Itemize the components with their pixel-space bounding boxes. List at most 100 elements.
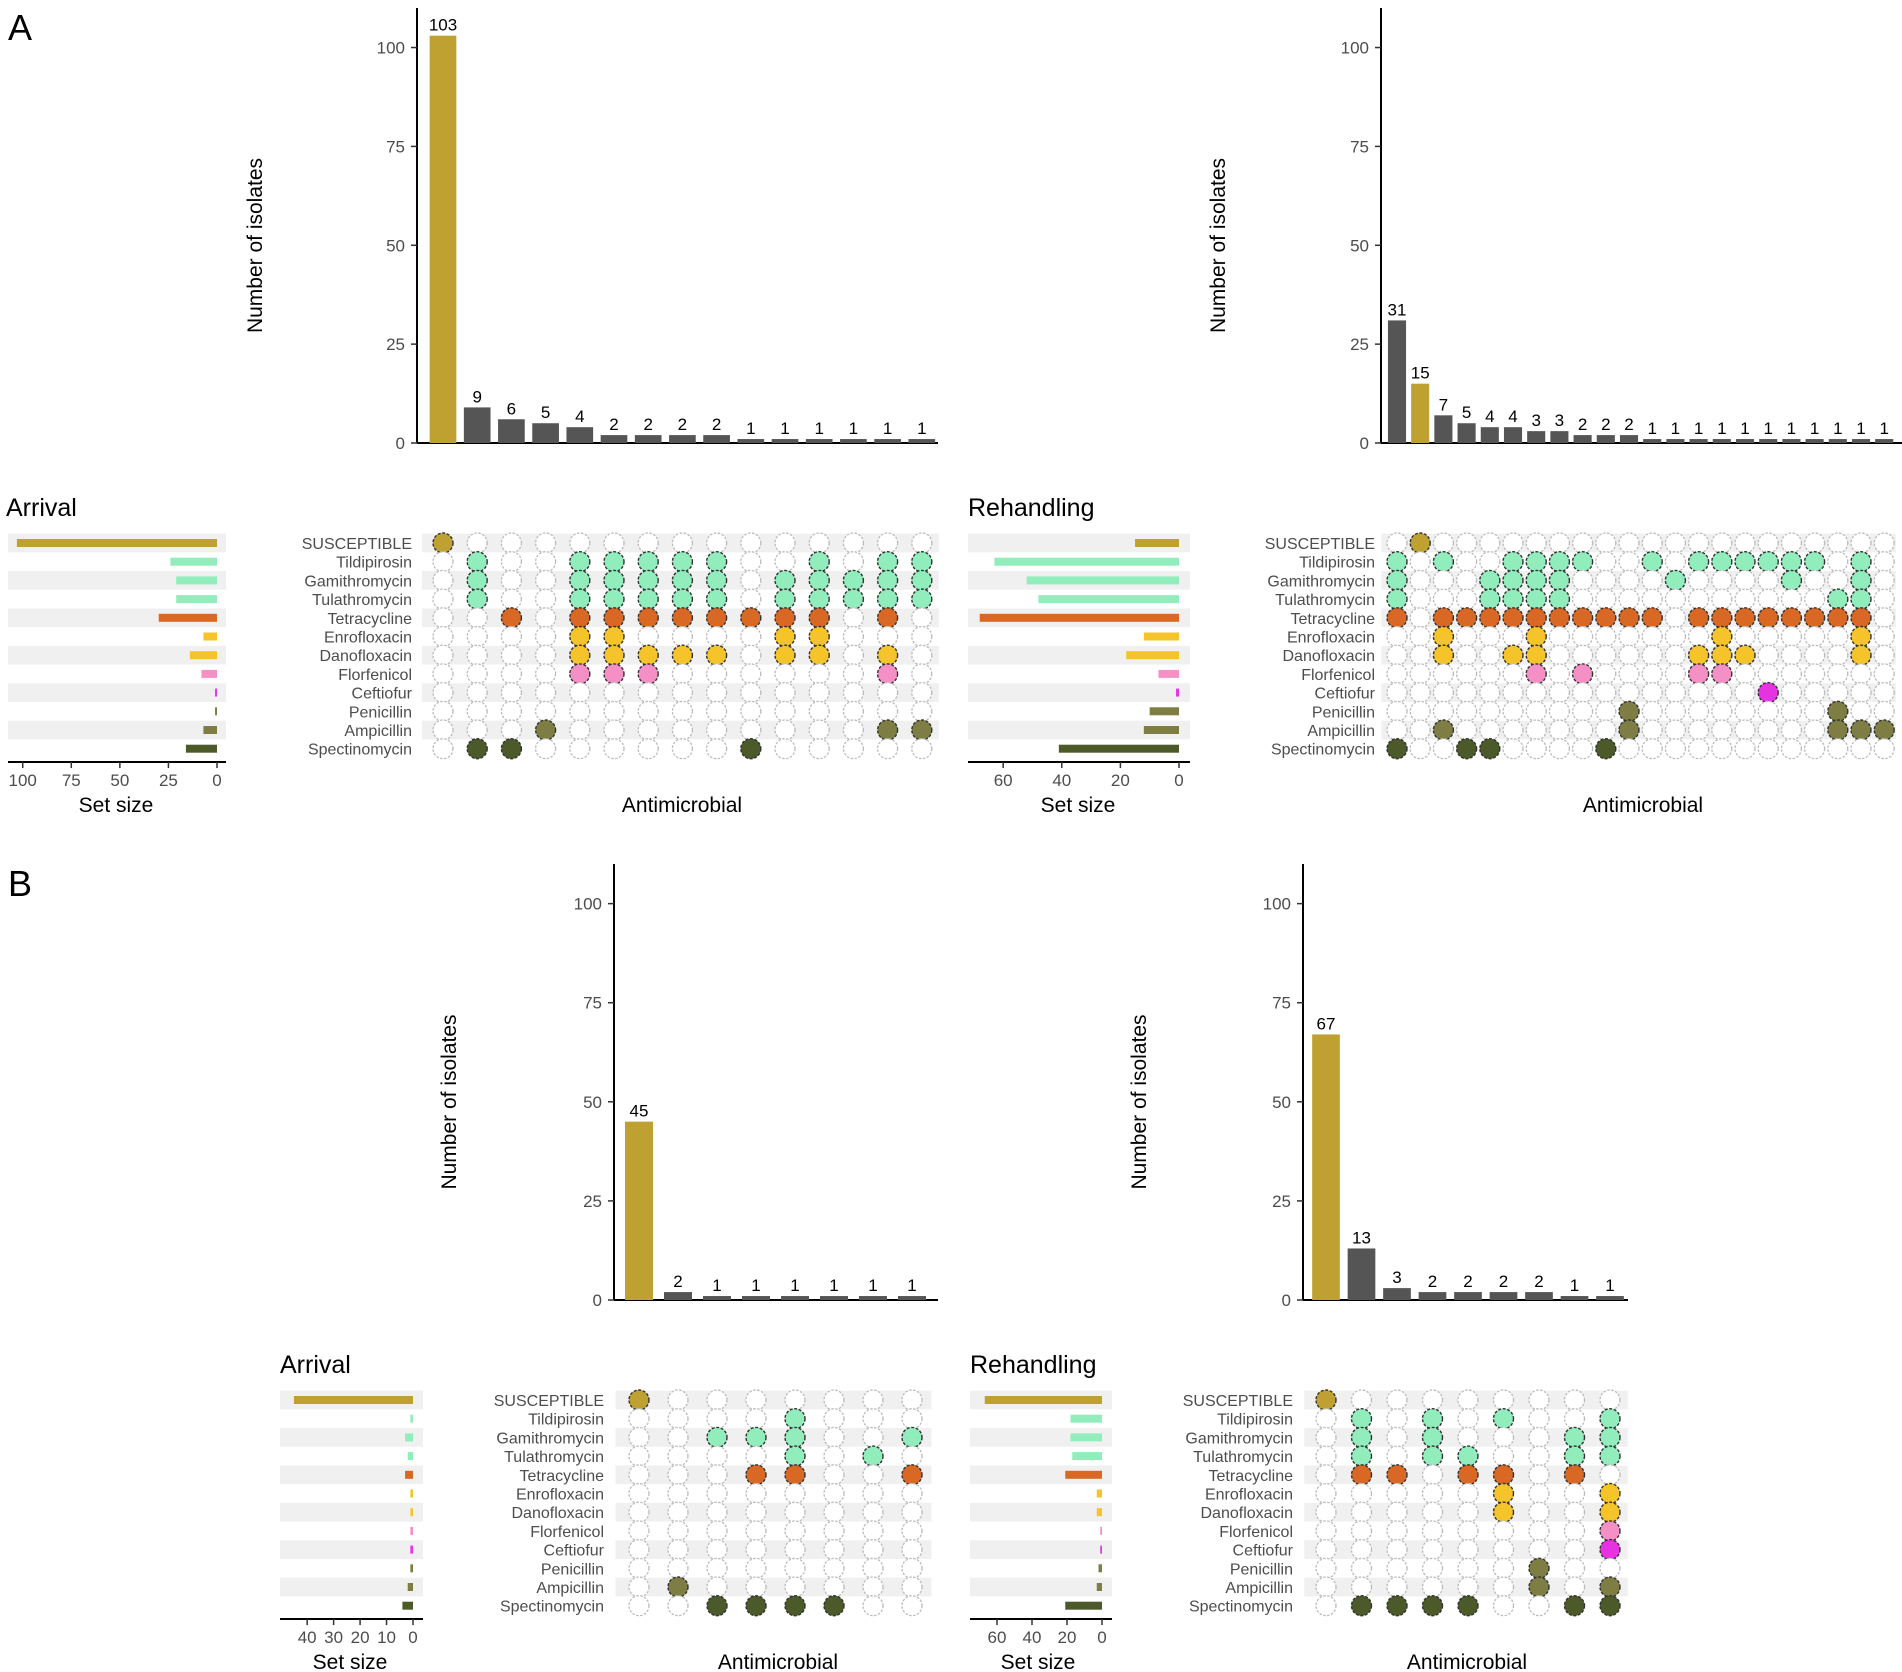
matrix-dot (500, 681, 523, 704)
matrix-dot-active (1687, 551, 1710, 573)
matrix-dot-active (1432, 551, 1455, 573)
matrix-dot (1780, 663, 1803, 685)
set-size-bar (410, 1489, 413, 1498)
matrix-dot-active (784, 1445, 806, 1467)
matrix-dot (1502, 700, 1524, 722)
matrix-dot (1664, 625, 1687, 648)
matrix-dot-active (1599, 1445, 1621, 1467)
bar-value-label: 2 (678, 415, 687, 434)
set-label: Ceftiofur (544, 1543, 605, 1560)
matrix-dot (1711, 681, 1733, 704)
matrix-dot-active (1386, 551, 1408, 573)
matrix-dot (500, 569, 523, 592)
bar (874, 439, 901, 443)
bar-value-label: 6 (507, 399, 516, 418)
matrix-dot (1457, 1408, 1479, 1430)
matrix-dot (876, 738, 899, 760)
matrix-dot (705, 625, 728, 648)
set-label: Tetracycline (520, 1468, 605, 1485)
matrix-dot (706, 1557, 728, 1579)
bar-value-label: 1 (868, 1276, 877, 1295)
matrix-dot (1455, 569, 1478, 592)
set-size-bar (1072, 1452, 1102, 1461)
matrix-dot (1664, 700, 1687, 722)
matrix-dot (1525, 738, 1547, 760)
matrix-dot (1641, 644, 1663, 666)
set-size-bar (1058, 744, 1179, 753)
matrix-dot-active (911, 719, 933, 741)
matrix-dot (1595, 700, 1617, 722)
matrix-dot (1315, 1482, 1337, 1505)
matrix-dot (667, 1426, 689, 1449)
set-label: Gamithromycin (1267, 573, 1375, 590)
matrix-dot (1479, 681, 1501, 704)
setsize-band (8, 571, 226, 590)
matrix-dot (774, 532, 796, 554)
matrix-dot (1873, 607, 1895, 629)
matrix-dot (1315, 1464, 1337, 1486)
matrix-dot (603, 532, 625, 554)
matrix-dot (1315, 1557, 1337, 1579)
matrix-dot (667, 1520, 689, 1542)
matrix-dot (1457, 1501, 1479, 1523)
matrix-dot (1492, 1557, 1515, 1579)
matrix-dot (1386, 1576, 1408, 1598)
matrix-dot (706, 1501, 728, 1523)
chart-title: Rehandling (970, 1351, 1097, 1379)
matrix-dot (705, 663, 728, 685)
matrix-dot-active (774, 625, 796, 648)
matrix-dot (534, 532, 557, 554)
set-size-tick-label: 0 (1174, 771, 1183, 790)
matrix-dot-active (1548, 551, 1571, 573)
matrix-dot (1711, 588, 1733, 610)
matrix-dot (1618, 625, 1640, 648)
matrix-dot-active (1525, 625, 1547, 648)
bar (1851, 439, 1871, 443)
set-size-bar (410, 1508, 413, 1517)
matrix-dot-active (1780, 569, 1803, 592)
matrix-dot (808, 719, 830, 741)
matrix-dot-active (1457, 1594, 1479, 1617)
setsize-band (8, 608, 226, 628)
matrix-dot (901, 1520, 923, 1542)
matrix-dot-active (569, 551, 591, 573)
matrix-dot (1409, 738, 1431, 760)
matrix-dot (1548, 532, 1571, 554)
matrix-dot (534, 681, 557, 704)
bar (1387, 320, 1407, 443)
matrix-band (615, 1428, 932, 1447)
bar-value-label: 5 (541, 403, 550, 422)
matrix-dot (671, 700, 694, 722)
matrix-dot (500, 551, 523, 573)
matrix-dot-active (1432, 719, 1455, 741)
matrix-dot (1421, 1538, 1444, 1561)
matrix-band (615, 1502, 932, 1522)
matrix-dot (637, 681, 659, 704)
bar-value-label: 1 (1879, 419, 1888, 438)
matrix-dot-active (1457, 1445, 1479, 1467)
matrix-dot (745, 1408, 767, 1430)
matrix-dot (1315, 1595, 1337, 1617)
matrix-dot-active (1421, 1426, 1444, 1449)
matrix-dot (1479, 644, 1501, 666)
matrix-dot-active (740, 738, 762, 760)
set-size-bar (407, 1452, 413, 1461)
matrix-dot (1409, 700, 1431, 722)
matrix-dot (1457, 1557, 1479, 1579)
matrix-dot-active (1386, 569, 1408, 592)
y-axis-label: Number of isolates (1128, 1014, 1151, 1189)
matrix-dot (1432, 569, 1455, 592)
matrix-dot (603, 738, 625, 760)
set-size-bar (1065, 1470, 1102, 1479)
matrix-dot (1664, 738, 1687, 760)
matrix-dot (1563, 1538, 1586, 1561)
matrix-dot (740, 719, 762, 741)
matrix-dot (671, 719, 694, 741)
matrix-dot-active (1502, 644, 1524, 666)
matrix-dot (842, 681, 865, 704)
matrix-dot-active (603, 663, 625, 685)
matrix-dot (1386, 719, 1408, 741)
matrix-dot (1641, 588, 1663, 610)
bar-value-label: 2 (1601, 415, 1610, 434)
set-label: Florfenicol (1301, 667, 1375, 684)
